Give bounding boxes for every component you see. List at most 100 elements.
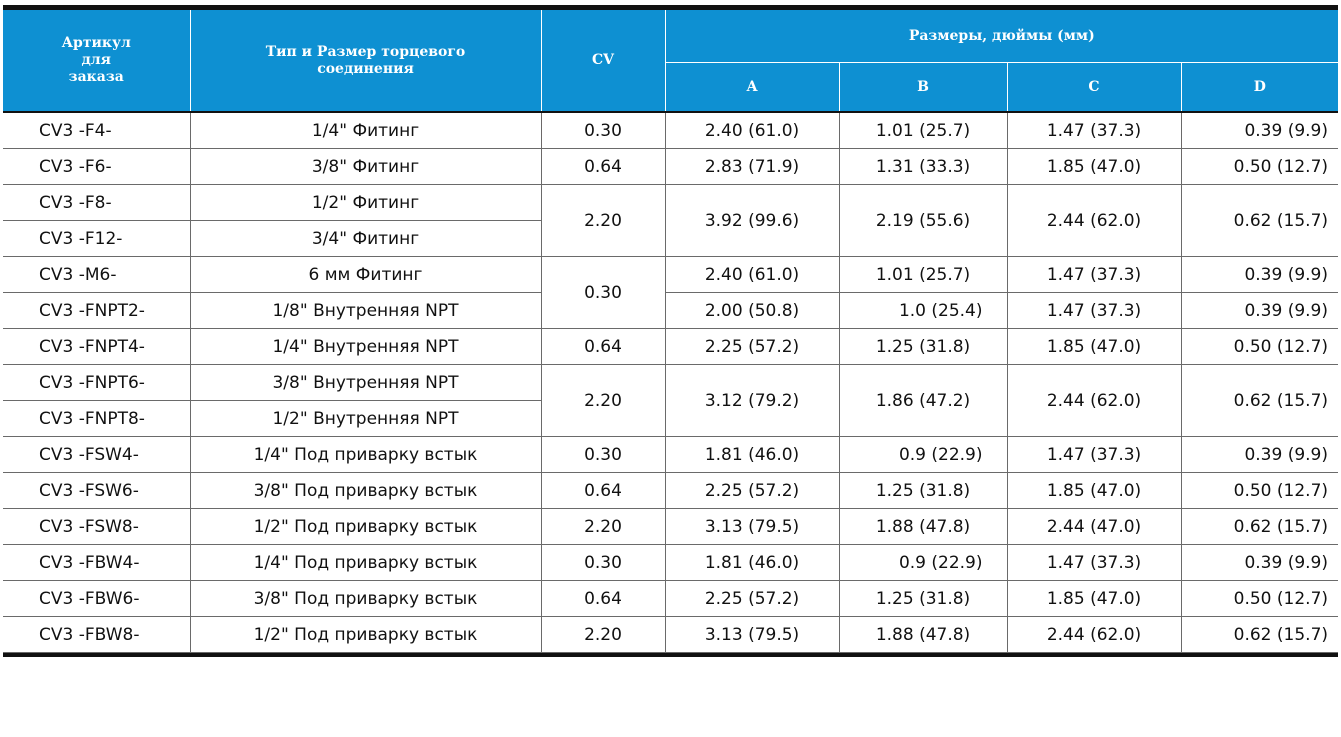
- cell-b: 1.88 (47.8): [838, 508, 1007, 545]
- cell-c: 1.47 (37.3): [1006, 256, 1181, 293]
- cell-a: 2.25 (57.2): [664, 472, 839, 509]
- cell-a: 3.92 (99.6): [664, 184, 839, 257]
- table-row: CV3 -F4- 1/4" Фитинг 0.30 2.40 (61.0) 1.…: [3, 111, 1339, 149]
- header-article: Артикул для заказа: [3, 10, 191, 112]
- header-type: Тип и Размер торцевого соединения: [189, 10, 542, 112]
- cell-d: 0.39 (9.9): [1180, 436, 1339, 473]
- cell-d: 0.50 (12.7): [1180, 328, 1339, 365]
- cell-b: 0.9 (22.9): [838, 544, 1007, 581]
- cell-d: 0.39 (9.9): [1180, 256, 1339, 293]
- table-row: CV3 -M6- 6 мм Фитинг 0.30 2.40 (61.0) 1.…: [3, 256, 1339, 329]
- cell-a: 3.13 (79.5): [664, 616, 839, 653]
- cell-a: 2.25 (57.2): [664, 580, 839, 617]
- table-row: CV3 -FNPT6- 3/8" Внутренняя NPT 2.20 3.1…: [3, 364, 1339, 437]
- cell-type: 1/2" Под приварку встык: [189, 508, 541, 545]
- cell-c: 1.85 (47.0): [1006, 580, 1181, 617]
- cell-c: 1.47 (37.3): [1006, 111, 1181, 149]
- cell-b: 1.25 (31.8): [838, 580, 1007, 617]
- header-c: C: [1006, 62, 1182, 112]
- cell-cv: 0.30: [540, 436, 665, 473]
- cell-type: 3/8" Под приварку встык: [189, 472, 541, 509]
- cell-cv: 0.30: [540, 544, 665, 581]
- cell-article: CV3 -FSW6-: [3, 472, 190, 509]
- cell-cv: 0.64: [540, 472, 665, 509]
- cell-d: 0.50 (12.7): [1180, 580, 1339, 617]
- cell-cv: 2.20: [540, 508, 665, 545]
- cell-article: CV3 -F4-: [3, 111, 190, 149]
- cell-article: CV3 -FNPT2-: [3, 292, 190, 329]
- cell-article: CV3 -M6-: [3, 256, 190, 293]
- cell-a: 2.83 (71.9): [664, 148, 839, 185]
- table-row: CV3 -F8- 1/2" Фитинг 2.20 3.92 (99.6) 2.…: [3, 184, 1339, 257]
- spec-table-container: Артикул для заказа Тип и Размер торцевог…: [3, 5, 1339, 657]
- cell-b: 1.01 (25.7): [838, 256, 1007, 293]
- cell-d: 0.50 (12.7): [1180, 148, 1339, 185]
- cell-c: 2.44 (47.0): [1006, 508, 1181, 545]
- cell-c: 1.85 (47.0): [1006, 472, 1181, 509]
- cell-type: 3/4" Фитинг: [189, 220, 541, 257]
- cell-type: 1/4" Под приварку встык: [189, 544, 541, 581]
- cell-type: 3/8" Под приварку встык: [189, 580, 541, 617]
- cell-cv: 0.30: [540, 256, 665, 329]
- cell-b: 1.25 (31.8): [838, 328, 1007, 365]
- cell-c: 1.85 (47.0): [1006, 328, 1181, 365]
- table-row: CV3 -FSW8- 1/2" Под приварку встык 2.20 …: [3, 508, 1339, 545]
- cell-type: 1/2" Фитинг: [189, 184, 541, 221]
- table-row: CV3 -FBW6- 3/8" Под приварку встык 0.64 …: [3, 580, 1339, 617]
- cell-c: 1.47 (37.3): [1006, 544, 1181, 581]
- header-a: A: [665, 62, 840, 112]
- cell-a: 1.81 (46.0): [664, 436, 839, 473]
- cell-d: 0.62 (15.7): [1180, 184, 1339, 257]
- cell-b: 1.0 (25.4): [838, 292, 1007, 329]
- cell-cv: 2.20: [540, 364, 665, 437]
- cell-article: CV3 -FNPT4-: [3, 328, 190, 365]
- cell-b: 1.86 (47.2): [838, 364, 1007, 437]
- cell-cv: 0.64: [540, 580, 665, 617]
- cell-type: 6 мм Фитинг: [189, 256, 541, 293]
- cell-d: 0.62 (15.7): [1180, 616, 1339, 653]
- cell-cv: 0.64: [540, 148, 665, 185]
- cell-d: 0.39 (9.9): [1180, 292, 1339, 329]
- cell-c: 1.47 (37.3): [1006, 436, 1181, 473]
- cell-article: CV3 -F6-: [3, 148, 190, 185]
- cell-a: 1.81 (46.0): [664, 544, 839, 581]
- cell-type: 1/4" Под приварку встык: [189, 436, 541, 473]
- spec-table: Артикул для заказа Тип и Размер торцевог…: [3, 10, 1339, 653]
- cell-a: 2.25 (57.2): [664, 328, 839, 365]
- cell-c: 1.85 (47.0): [1006, 148, 1181, 185]
- table-row: CV3 -FNPT2- 1/8" Внутренняя NPT 2.00 (50…: [3, 292, 1339, 329]
- cell-a: 3.13 (79.5): [664, 508, 839, 545]
- cell-b: 0.9 (22.9): [838, 436, 1007, 473]
- header-dimensions: Размеры, дюймы (мм): [664, 10, 1339, 63]
- table-row: CV3 -FNPT8- 1/2" Внутренняя NPT: [3, 400, 1338, 437]
- cell-type: 1/2" Под приварку встык: [189, 616, 541, 653]
- cell-a: 2.40 (61.0): [664, 111, 839, 149]
- table-row: CV3 -FSW4- 1/4" Под приварку встык 0.30 …: [3, 436, 1339, 473]
- cell-type: 1/2" Внутренняя NPT: [189, 400, 541, 437]
- cell-type: 3/8" Фитинг: [189, 148, 541, 185]
- cell-c: 2.44 (62.0): [1006, 364, 1181, 437]
- table-row: CV3 -FSW6- 3/8" Под приварку встык 0.64 …: [3, 472, 1339, 509]
- cell-cv: 2.20: [540, 184, 665, 257]
- cell-c: 1.47 (37.3): [1006, 292, 1181, 329]
- cell-cv: 0.64: [540, 328, 665, 365]
- cell-b: 1.31 (33.3): [838, 148, 1007, 185]
- table-row: CV3 -FBW8- 1/2" Под приварку встык 2.20 …: [3, 616, 1339, 653]
- cell-a: 3.12 (79.2): [664, 364, 839, 437]
- table-row: CV3 -F6- 3/8" Фитинг 0.64 2.83 (71.9) 1.…: [3, 148, 1339, 185]
- table-row: CV3 -FBW4- 1/4" Под приварку встык 0.30 …: [3, 544, 1339, 581]
- cell-d: 0.62 (15.7): [1180, 508, 1339, 545]
- cell-type: 3/8" Внутренняя NPT: [189, 364, 541, 401]
- header-d: D: [1180, 62, 1339, 112]
- cell-article: CV3 -FBW6-: [3, 580, 190, 617]
- cell-b: 1.88 (47.8): [838, 616, 1007, 653]
- cell-b: 2.19 (55.6): [838, 184, 1007, 257]
- cell-d: 0.39 (9.9): [1180, 111, 1339, 149]
- top-rule: [3, 5, 1338, 10]
- cell-article: CV3 -FBW8-: [3, 616, 190, 653]
- header-b: B: [838, 62, 1008, 112]
- cell-d: 0.39 (9.9): [1180, 544, 1339, 581]
- cell-article: CV3 -FSW8-: [3, 508, 190, 545]
- table-row: CV3 -FNPT4- 1/4" Внутренняя NPT 0.64 2.2…: [3, 328, 1339, 365]
- table-row: CV3 -F12- 3/4" Фитинг: [3, 220, 1338, 257]
